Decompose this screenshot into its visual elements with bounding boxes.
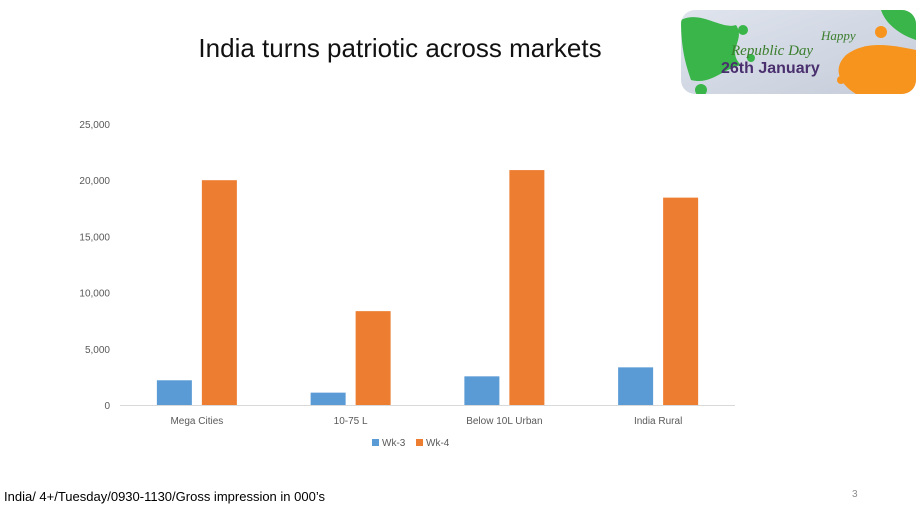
y-axis-ticks: 0 5,000 10,000 15,000 20,000 25,000 — [79, 120, 110, 412]
bar-wk-3 — [310, 392, 346, 405]
bar-wk-4 — [509, 170, 545, 405]
slide-title: India turns patriotic across markets — [198, 33, 602, 63]
y-tick-label: 5,000 — [85, 345, 110, 356]
bar-wk-4 — [355, 311, 391, 405]
page-number: 3 — [852, 489, 858, 500]
category-label: Below 10L Urban — [466, 416, 542, 427]
legend: Wk-3 Wk-4 — [372, 438, 450, 449]
legend-label: Wk-3 — [382, 438, 406, 449]
legend-swatch — [372, 439, 379, 446]
category-label: Mega Cities — [170, 416, 223, 427]
footnote: India/ 4+/Tuesday/0930-1130/Gross impres… — [4, 489, 325, 504]
y-tick-label: 10,000 — [79, 289, 110, 300]
category-label: 10-75 L — [334, 416, 368, 427]
bar-chart: 0 5,000 10,000 15,000 20,000 25,000 Mega Citi… — [79, 120, 735, 449]
bar-wk-4 — [201, 180, 237, 405]
banner-line2: Republic Day — [730, 43, 813, 59]
bars — [156, 170, 699, 405]
republic-day-banner: Happy Republic Day 26th January — [681, 10, 916, 94]
banner-line3: 26th January — [721, 60, 820, 77]
banner-graphic: Happy Republic Day 26th January — [681, 10, 916, 94]
y-tick-label: 25,000 — [79, 120, 110, 131]
bar-wk-4 — [663, 197, 699, 405]
y-tick-label: 0 — [104, 401, 110, 412]
legend-label: Wk-4 — [426, 438, 450, 449]
legend-swatch — [416, 439, 423, 446]
y-tick-label: 15,000 — [79, 232, 110, 243]
category-labels: Mega Cities 10-75 L Below 10L Urban India R… — [170, 416, 682, 427]
category-label: India Rural — [634, 416, 682, 427]
bar-wk-3 — [464, 376, 500, 405]
y-tick-label: 20,000 — [79, 176, 110, 187]
banner-line1: Happy — [820, 28, 856, 43]
bar-wk-3 — [618, 367, 654, 405]
bar-wk-3 — [156, 380, 192, 405]
